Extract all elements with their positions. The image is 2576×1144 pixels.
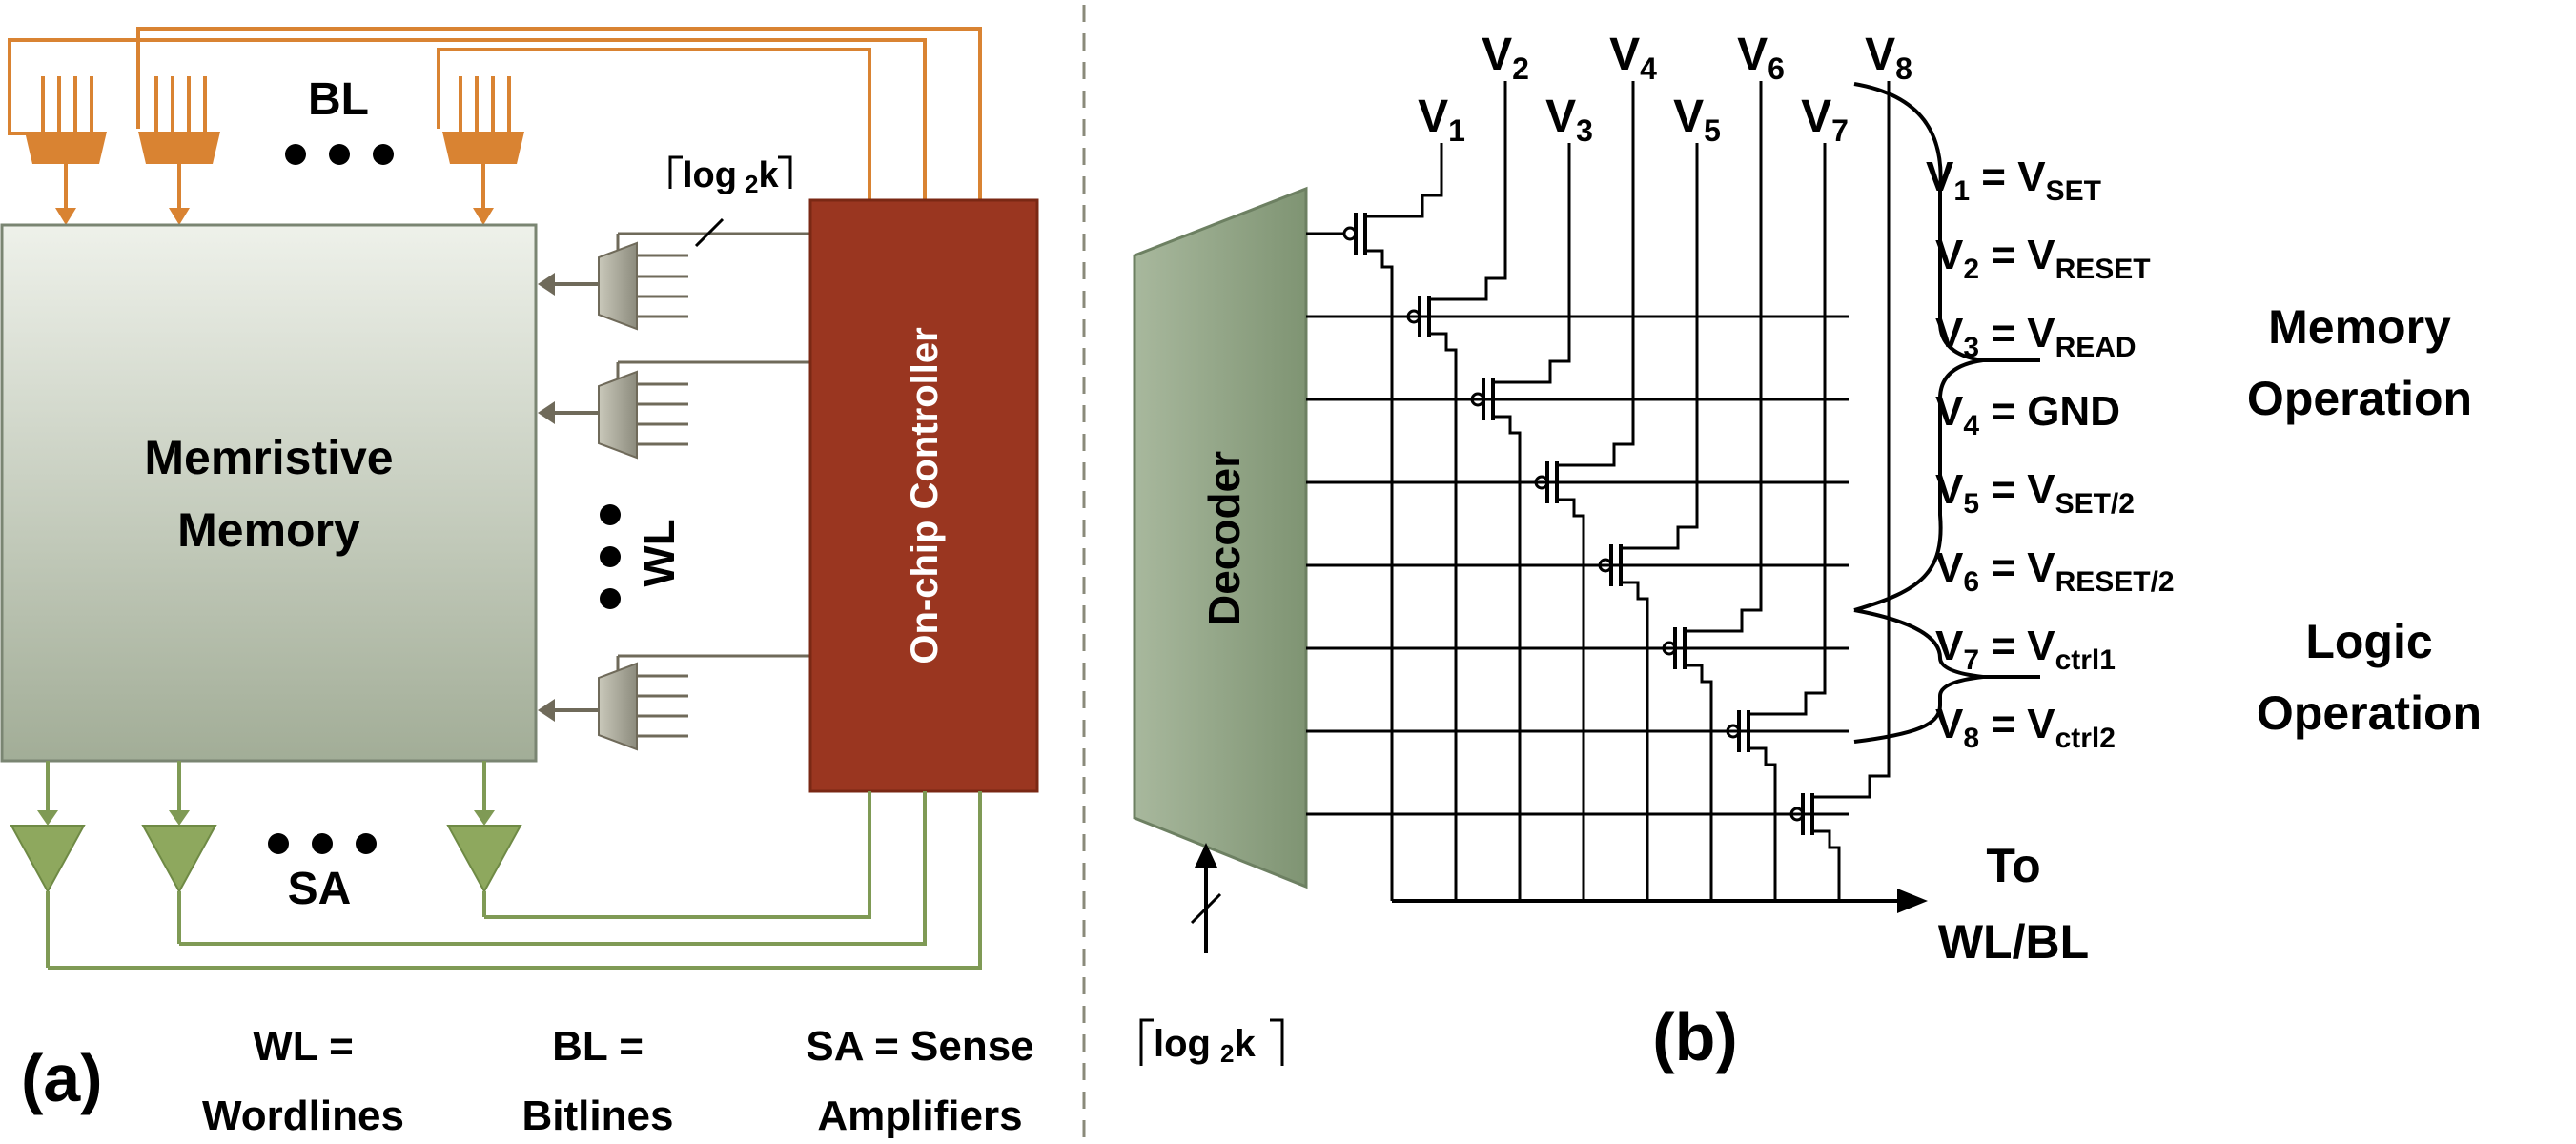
pmos-drain-6 [1685,664,1713,901]
pmos-drain-4 [1557,498,1585,901]
decoder-block [1133,186,1308,889]
output-label-line1: To [1986,839,2040,892]
assignment-row-4: V4 = GND [1935,388,2120,441]
output-label-line2: WL/BL [1938,915,2089,969]
assignment-row-1: V1 = VSET [1926,153,2101,207]
sense-amp-ellipsis [268,833,377,854]
wordline-label: WL [634,519,684,587]
wordline-mux-2 [538,370,688,460]
mux-select-wires [616,217,810,670]
wordline-ellipsis [600,504,621,609]
mux-width-label: log 2k [668,155,792,198]
panel-b-label: (b) [1652,1000,1737,1074]
assignment-row-7: V7 = Vctrl1 [1935,623,2116,676]
pmos-drain-7 [1748,746,1777,901]
legend-bl-line1: BL = [552,1023,644,1070]
memory-label-line2: Memory [177,503,360,557]
assignment-row-8: V8 = Vctrl2 [1935,701,2116,754]
pmos-source-8 [1812,81,1891,799]
sense-amp-1 [10,761,86,968]
supply-label-v8: V8 [1865,30,1912,86]
pmos-drain-3 [1493,415,1522,901]
wordline-mux-1 [538,241,688,331]
decoder-input [1190,843,1222,953]
memory-operation-line2: Operation [2247,372,2472,425]
pmos-source-2 [1429,81,1507,301]
memory-operation-brace [1853,82,1984,612]
assignment-row-2: V2 = VRESET [1935,232,2151,285]
legend-wl-line1: WL = [253,1023,354,1070]
controller-label: On-chip Controller [904,327,946,664]
pmos-source-1 [1365,143,1443,218]
voltage-selector-grid: V1 V2 V3 V4 V5 V6 V7 V8 [1306,30,1912,901]
pmos-source-7 [1748,143,1827,716]
sense-amp-wires [48,791,982,970]
legend-sa-line2: Amplifiers [817,1093,1022,1139]
assignment-row-6: V6 = VRESET/2 [1935,544,2175,598]
memory-label-line1: Memristive [144,431,393,484]
supply-label-v7: V7 [1801,92,1849,148]
sense-amp-3 [446,761,522,917]
panel-a-label: (a) [21,1041,103,1115]
pmos-drain-1 [1365,249,1394,901]
wordline-mux-3 [538,662,688,751]
supply-label-v6: V6 [1737,30,1785,86]
sense-amp-label: SA [288,864,352,914]
bitline-label: BL [308,74,369,125]
pmos-source-4 [1557,81,1635,467]
decoder-label: Decoder [1199,451,1249,626]
pmos-source-6 [1685,81,1763,633]
panel-a: BL Memristive Memory [0,27,1039,1139]
decoder-input-label: log 2k [1139,1018,1284,1068]
pmos-drain-8 [1812,829,1841,901]
logic-operation-line2: Operation [2257,686,2482,740]
bitline-mux-1 [25,76,107,225]
sense-amp-2 [141,761,217,944]
pmos-source-3 [1493,143,1571,384]
pmos-drain-2 [1429,332,1458,901]
output-arrow-icon [1897,889,1928,913]
bitline-ellipsis [285,144,394,165]
memory-operation-line1: Memory [2268,300,2451,354]
bitline-mux-3 [442,76,524,225]
supply-label-v4: V4 [1609,30,1657,86]
legend-sa-line1: SA = Sense [806,1023,1033,1070]
supply-label-v1: V1 [1418,92,1465,148]
supply-label-v3: V3 [1545,92,1593,148]
legend-bl-line2: Bitlines [522,1093,674,1139]
logic-operation-brace [1853,608,1984,744]
assignment-row-5: V5 = VSET/2 [1935,466,2135,520]
pmos-drain-5 [1621,581,1649,901]
bitline-mux-2 [138,76,220,225]
legend-wl-line2: Wordlines [202,1093,404,1139]
on-chip-controller [808,198,1039,793]
supply-label-v5: V5 [1673,92,1721,148]
supply-label-v2: V2 [1482,30,1529,86]
logic-operation-line1: Logic [2305,615,2432,668]
mux-control-wires [8,27,982,200]
memristive-memory-block [0,223,538,763]
